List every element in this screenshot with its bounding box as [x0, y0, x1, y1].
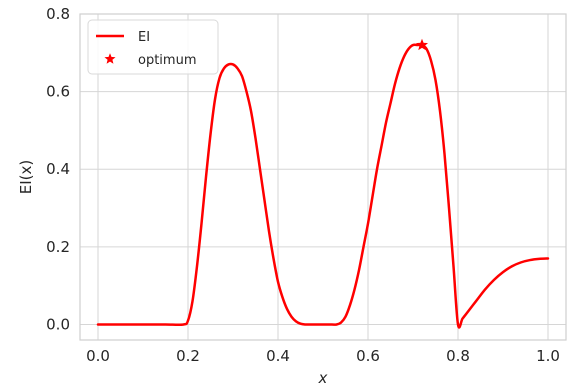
series-line-ei — [96, 43, 550, 329]
plot-frame — [79, 13, 567, 341]
x-tick-label: 0.2 — [176, 347, 200, 365]
y-tick-label: 0.4 — [46, 160, 70, 178]
legend-label-optimum: optimum — [138, 53, 196, 68]
legend-marker-optimum — [104, 53, 116, 64]
optimum-marker — [415, 38, 429, 51]
x-tick-label: 0.4 — [266, 347, 290, 365]
legend: EI optimum — [87, 19, 219, 75]
legend-label-ei: EI — [138, 30, 150, 45]
y-tick-label: 0.8 — [46, 5, 70, 23]
y-axis-label: EI(x) — [17, 160, 35, 194]
y-tick-label: 0.6 — [46, 83, 70, 101]
y-axis-ticks: 0.0 0.2 0.4 0.6 0.8 — [46, 5, 70, 333]
optimum-markers — [415, 38, 429, 51]
legend-box — [87, 19, 219, 75]
x-tick-label: 0.6 — [356, 347, 380, 365]
x-tick-label: 0.8 — [446, 347, 470, 365]
x-axis-label: x — [318, 369, 328, 387]
x-tick-label: 1.0 — [536, 347, 560, 365]
y-tick-label: 0.2 — [46, 238, 70, 256]
y-tick-label: 0.0 — [46, 315, 70, 333]
x-tick-label: 0.0 — [86, 347, 110, 365]
x-axis-ticks: 0.0 0.2 0.4 0.6 0.8 1.0 — [86, 347, 560, 365]
